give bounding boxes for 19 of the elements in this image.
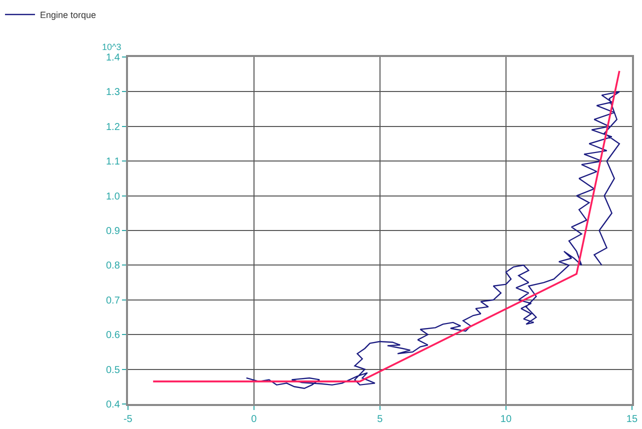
text: 10^3	[102, 42, 122, 52]
y-tick-label: 1.3	[106, 87, 120, 98]
y-tick-label: 0.9	[106, 226, 120, 237]
x-tick-label: 5	[377, 414, 384, 425]
x-tick-label: 10	[500, 414, 512, 425]
y-tick-label: 0.6	[106, 330, 120, 342]
y-tick-label: 0.7	[106, 295, 120, 306]
x-tick-label: -5	[123, 414, 133, 425]
y-tick-label: 1.4	[106, 52, 120, 64]
y-tick-label: 0.5	[106, 364, 120, 376]
x-tick-label: 0	[251, 414, 258, 425]
x-tick-label: 15	[626, 414, 638, 425]
legend-label: Engine torque	[40, 10, 96, 20]
line-series	[246, 91, 620, 389]
y-tick-label: 1.0	[106, 191, 120, 202]
y-tick-label: 1.1	[106, 156, 120, 168]
y-tick-label: 1.2	[106, 122, 120, 133]
y-tick-label: 0.4	[106, 400, 120, 410]
y-tick-label: 0.8	[106, 260, 120, 272]
